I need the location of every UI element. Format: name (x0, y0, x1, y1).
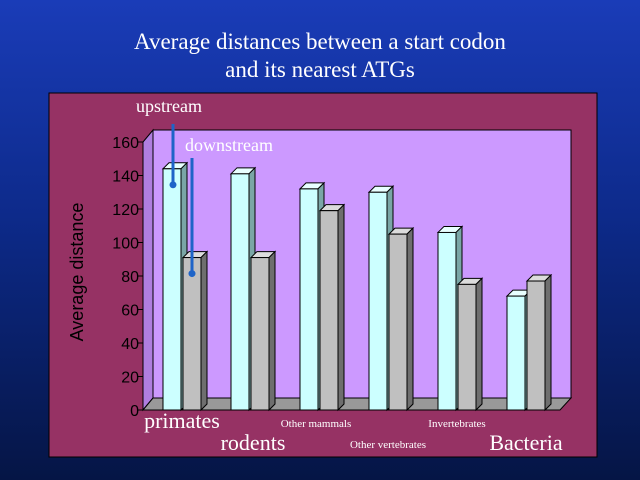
bar-front-face (388, 233, 408, 411)
y-tick-label: 100 (112, 236, 139, 253)
category-label: rodents (221, 430, 286, 455)
category-label: primates (144, 408, 220, 433)
bar-front-face (182, 257, 202, 411)
chart-title: Average distances between a start codon … (0, 28, 640, 84)
bar-side-face (200, 250, 208, 412)
y-tick-label: 20 (121, 370, 139, 387)
bar-front-face (368, 191, 388, 411)
bar-downstream-3 (387, 226, 415, 412)
bar-downstream-5 (525, 273, 553, 412)
bars (161, 161, 553, 412)
bar-downstream-4 (456, 277, 484, 412)
bar-side-face (406, 226, 414, 412)
legend-upstream-label: upstream (136, 96, 202, 116)
downstream-arrow-head (188, 270, 196, 278)
y-tick-label: 140 (112, 169, 139, 186)
bar-side-face (544, 273, 552, 412)
legend-downstream-label: downstream (185, 135, 273, 155)
bar-front-face (457, 283, 477, 411)
category-label: Invertebrates (428, 418, 485, 430)
category-label: Other vertebrates (350, 439, 426, 451)
y-tick-label: 0 (130, 403, 139, 420)
y-tick-label: 40 (121, 336, 139, 353)
upstream-arrow-head (169, 181, 177, 189)
category-label: Bacteria (489, 430, 563, 455)
bar-downstream-1 (249, 250, 277, 412)
y-tick-label: 120 (112, 202, 139, 219)
bar-downstream-2 (318, 203, 346, 412)
chart-title-line-2: and its nearest ATGs (225, 57, 415, 82)
bar-side-face (475, 277, 483, 412)
plot-side-wall (142, 128, 154, 412)
bar-front-face (250, 257, 270, 411)
y-tick-label: 80 (121, 269, 139, 286)
bar-front-face (299, 188, 319, 411)
category-label: Other mammals (281, 418, 352, 430)
bar-front-face (162, 168, 182, 411)
bar-front-face (526, 280, 546, 411)
chart-title-line-1: Average distances between a start codon (134, 29, 506, 54)
bar-front-face (230, 173, 250, 411)
bar-downstream-0 (181, 250, 209, 412)
bar-side-face (268, 250, 276, 412)
bar-front-face (319, 210, 339, 411)
bar-side-face (337, 203, 345, 412)
series-annotations: upstream downstream (136, 96, 273, 278)
y-axis: 0 20 40 60 80 100 120 140 160 Average distance (67, 135, 144, 420)
y-tick-label: 60 (121, 303, 139, 320)
bar-front-face (506, 295, 526, 411)
y-axis-title: Average distance (67, 203, 87, 342)
y-tick-label: 160 (112, 135, 139, 152)
bar-front-face (437, 231, 457, 411)
